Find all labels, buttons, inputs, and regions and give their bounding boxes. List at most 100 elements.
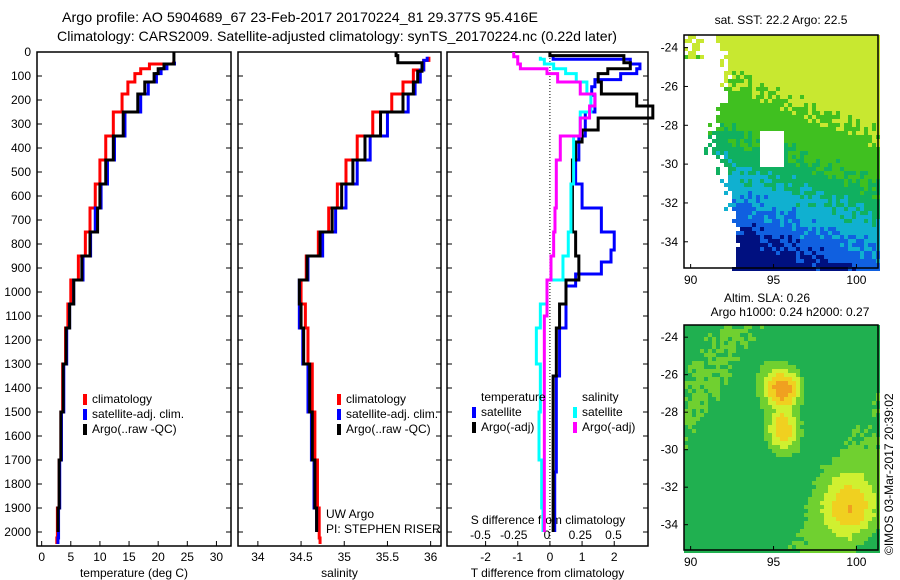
map-pixel	[764, 525, 768, 529]
map-pixel	[816, 47, 820, 51]
map-pixel	[872, 199, 876, 203]
map-pixel	[764, 39, 768, 43]
map-pixel	[868, 159, 872, 163]
map-pixel	[780, 71, 784, 75]
x-tick-label: -2	[480, 550, 491, 564]
map-pixel	[788, 485, 792, 489]
map-pixel	[696, 461, 700, 465]
map-pixel	[728, 71, 732, 75]
map-pixel	[720, 47, 724, 51]
map-pixel	[776, 231, 780, 235]
map-pixel	[820, 457, 824, 461]
map-pixel	[780, 513, 784, 517]
map-pixel	[780, 453, 784, 457]
map-pixel	[792, 365, 796, 369]
map-pixel	[872, 505, 876, 509]
map-pixel	[756, 473, 760, 477]
map-pixel	[836, 373, 840, 377]
map-pixel	[788, 219, 792, 223]
map-pixel	[852, 369, 856, 373]
map-pixel	[756, 167, 760, 171]
map-pixel	[804, 247, 808, 251]
plot-frame	[237, 51, 442, 547]
map-pixel	[808, 413, 812, 417]
map-pixel	[824, 501, 828, 505]
map-pixel	[796, 243, 800, 247]
map-pixel	[788, 517, 792, 521]
map-pixel	[776, 251, 780, 255]
map-pixel	[724, 509, 728, 513]
map-pixel	[832, 39, 836, 43]
map-pixel	[836, 223, 840, 227]
map-pixel	[748, 87, 752, 91]
map-pixel	[684, 401, 688, 405]
map-pixel	[820, 449, 824, 453]
map-pixel	[860, 433, 864, 437]
map-pixel	[828, 477, 832, 481]
map-pixel	[820, 243, 824, 247]
map-pixel	[788, 389, 792, 393]
map-pixel	[744, 449, 748, 453]
map-pixel	[752, 75, 756, 79]
map-pixel	[776, 405, 780, 409]
map-pixel	[728, 453, 732, 457]
map-pixel	[848, 131, 852, 135]
map-pixel	[788, 103, 792, 107]
map-pixel	[728, 521, 732, 525]
map-pixel	[724, 353, 728, 357]
map-pixel	[796, 159, 800, 163]
map-pixel	[752, 497, 756, 501]
map-pixel	[860, 35, 864, 39]
map-pixel	[748, 159, 752, 163]
map-pixel	[844, 223, 848, 227]
map-pixel	[684, 385, 688, 389]
map-pixel	[760, 107, 764, 111]
map-pixel	[740, 329, 744, 333]
map-pixel	[808, 227, 812, 231]
map-pixel	[844, 107, 848, 111]
map-pixel	[836, 175, 840, 179]
map-pixel	[744, 461, 748, 465]
map-pixel	[748, 203, 752, 207]
map-pixel	[792, 457, 796, 461]
map-pixel	[760, 239, 764, 243]
map-pixel	[688, 413, 692, 417]
map-pixel	[744, 325, 748, 329]
map-pixel	[776, 353, 780, 357]
map-pixel	[760, 67, 764, 71]
map-pixel	[844, 63, 848, 67]
map-pixel	[728, 389, 732, 393]
map-pixel	[820, 493, 824, 497]
map-pixel	[820, 59, 824, 63]
map-pixel	[776, 191, 780, 195]
map-pixel	[788, 457, 792, 461]
map-pixel	[768, 211, 772, 215]
map-pixel	[796, 131, 800, 135]
map-pixel	[808, 369, 812, 373]
depth-tick-label: 1200	[4, 333, 31, 347]
map-pixel	[760, 59, 764, 63]
map-pixel	[792, 211, 796, 215]
map-pixel	[700, 433, 704, 437]
map-pixel	[832, 131, 836, 135]
map-pixel	[772, 481, 776, 485]
map-pixel	[852, 223, 856, 227]
map-pixel	[780, 167, 784, 171]
map-pixel	[784, 465, 788, 469]
map-pixel	[872, 425, 876, 429]
map-pixel	[792, 143, 796, 147]
depth-tick-label: 500	[11, 165, 31, 179]
map-pixel	[812, 159, 816, 163]
map-pixel	[708, 405, 712, 409]
map-pixel	[792, 255, 796, 259]
map-pixel	[860, 517, 864, 521]
map-pixel	[748, 39, 752, 43]
map-pixel	[768, 433, 772, 437]
map-pixel	[816, 521, 820, 525]
map-pixel	[864, 195, 868, 199]
map-pixel	[780, 55, 784, 59]
map-pixel	[796, 409, 800, 413]
map-pixel	[788, 63, 792, 67]
map-pixel	[712, 421, 716, 425]
